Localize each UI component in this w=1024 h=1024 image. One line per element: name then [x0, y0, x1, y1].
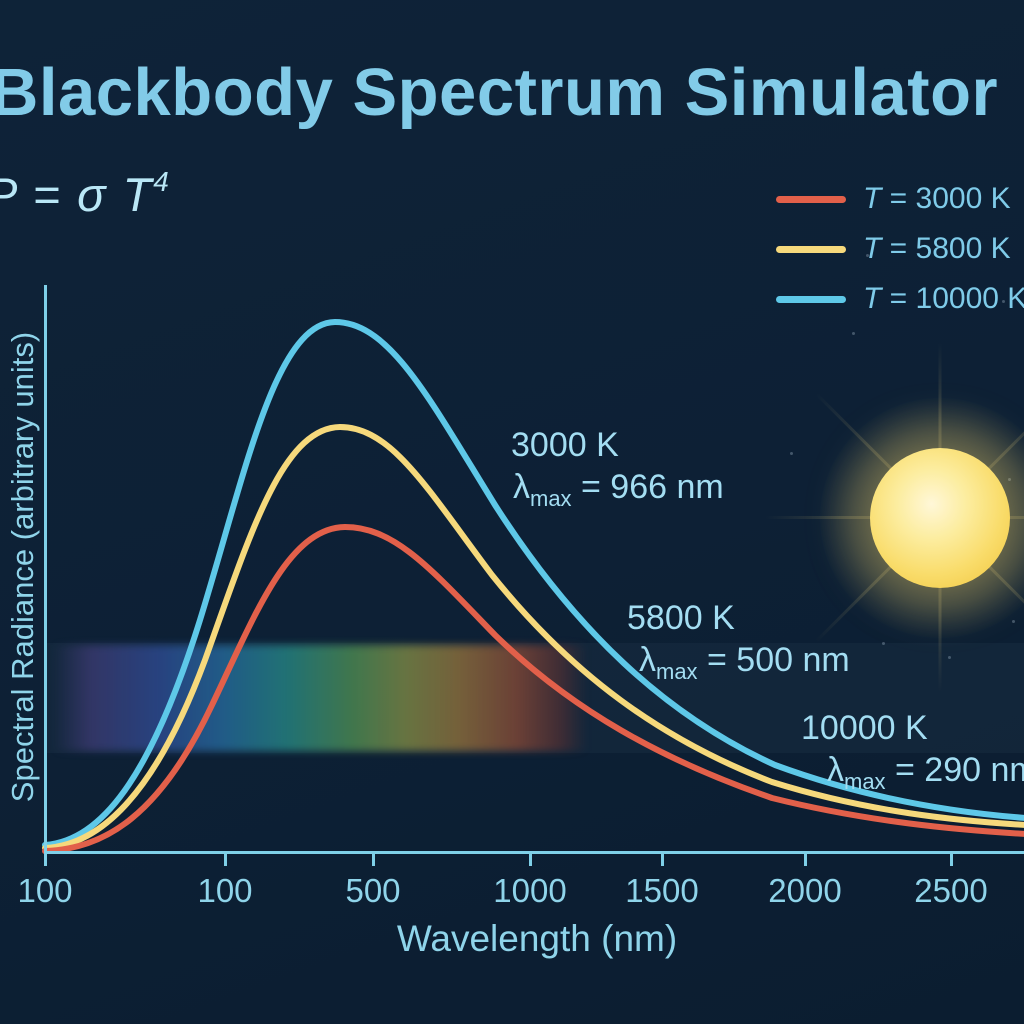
page-title: Blackbody Spectrum Simulator — [0, 55, 999, 130]
x-axis-tick — [224, 851, 227, 866]
annotation-3000k: 3000 K λmax = 966 nm — [511, 424, 724, 520]
y-axis-title: Spectral Radiance (arbitrary units) — [5, 331, 40, 803]
star-dot — [1012, 620, 1015, 623]
legend-swatch-3000k — [776, 195, 846, 203]
legend-item-5800k: T = 5800 K — [776, 230, 1024, 268]
legend-value: = 3000 K — [881, 182, 1011, 215]
legend-item-10000k: T = 10000 K — [776, 280, 1024, 318]
annotation-temp: 10000 K — [801, 709, 928, 747]
annotation-lambda-max: λmax = 966 nm — [513, 466, 724, 520]
x-tick-label: 2500 — [914, 872, 988, 909]
lambda-glyph: λ — [639, 641, 656, 679]
lambda-sub: max — [530, 485, 572, 511]
legend-value: = 10000 K — [881, 282, 1024, 315]
x-axis-tick — [950, 851, 953, 866]
x-axis-tick — [661, 851, 664, 866]
x-axis-line — [44, 851, 1024, 854]
x-axis-tick — [44, 851, 47, 866]
curve-5800k — [42, 423, 1024, 851]
visible-spectrum-band — [53, 645, 587, 751]
annotation-5800k: 5800 K λmax = 500 nm — [627, 597, 850, 693]
x-tick-label: 1000 — [493, 872, 567, 909]
legend: T = 3000 K T = 5800 K T = 10000 K — [776, 180, 1024, 318]
lambda-glyph: λ — [827, 751, 844, 789]
lambda-glyph: λ — [513, 468, 530, 506]
star-dot — [882, 642, 885, 645]
formula-exponent: 4 — [153, 166, 171, 197]
annotation-lambda-max: λmax = 500 nm — [639, 639, 850, 693]
legend-item-3000k: T = 3000 K — [776, 180, 1024, 218]
x-tick-label: 1500 — [625, 872, 699, 909]
curve-3000k — [42, 523, 1024, 854]
legend-swatch-5800k — [776, 245, 846, 253]
sun-illustration — [870, 448, 1010, 588]
lambda-sub: max — [656, 658, 698, 684]
star-dot — [1002, 300, 1005, 303]
x-tick-label: 100 — [17, 872, 73, 909]
legend-label-3000k: T = 3000 K — [863, 182, 1011, 216]
lambda-sub: max — [844, 768, 886, 794]
formula-body: P = σ T — [0, 168, 154, 221]
legend-var: T — [863, 182, 882, 215]
annotation-temp: 3000 K — [511, 426, 619, 464]
legend-var: T — [863, 282, 882, 315]
y-axis-line — [44, 285, 47, 866]
annotation-10000k: 10000 K λmax = 290 nm — [801, 707, 1024, 803]
legend-label-10000k: T = 10000 K — [863, 282, 1024, 316]
x-axis-tick — [372, 851, 375, 866]
annotation-lambda-max: λmax = 290 nm — [827, 749, 1024, 803]
x-axis-tick — [804, 851, 807, 866]
lambda-value: = 500 nm — [697, 641, 850, 679]
x-tick-label: 2000 — [768, 872, 842, 909]
star-dot — [1008, 478, 1011, 481]
lambda-value: = 290 nm — [885, 751, 1024, 789]
x-tick-label: 500 — [345, 872, 401, 909]
lambda-value: = 966 nm — [571, 468, 724, 506]
x-tick-label: 100 — [197, 872, 253, 909]
x-axis-tick — [529, 851, 532, 866]
legend-swatch-10000k — [776, 295, 846, 303]
star-dot — [790, 452, 793, 455]
stefan-boltzmann-formula: P = σ T4 — [0, 166, 171, 222]
star-dot — [852, 332, 855, 335]
annotation-temp: 5800 K — [627, 599, 735, 637]
legend-value: = 5800 K — [881, 232, 1011, 265]
star-dot — [866, 254, 869, 257]
legend-label-5800k: T = 5800 K — [863, 232, 1011, 266]
x-axis-title: Wavelength (nm) — [396, 918, 678, 959]
curve-10000k — [42, 318, 1024, 848]
legend-var: T — [863, 232, 882, 265]
star-dot — [948, 656, 951, 659]
